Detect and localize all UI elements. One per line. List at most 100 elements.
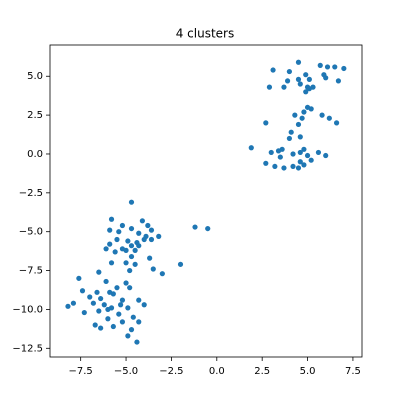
point [277, 154, 283, 160]
point [76, 275, 82, 281]
point [306, 86, 312, 92]
point [281, 84, 287, 90]
point [290, 163, 296, 170]
x-tick-label: −7.5 [69, 366, 93, 377]
point [268, 149, 274, 156]
point [116, 229, 122, 235]
point [87, 294, 93, 300]
point [127, 285, 133, 291]
point [128, 199, 135, 205]
y-tick-label: −10.0 [12, 304, 43, 315]
point [290, 151, 296, 157]
point [119, 222, 126, 229]
point [81, 309, 87, 316]
point [96, 269, 102, 275]
point [79, 288, 86, 294]
point [125, 305, 131, 311]
point [103, 246, 109, 252]
point [304, 152, 311, 159]
point [297, 149, 303, 156]
point [319, 112, 325, 118]
point [119, 319, 126, 325]
point [114, 236, 120, 243]
y-tick-label: 5.0 [27, 71, 43, 82]
point [123, 247, 129, 253]
y-tick-label: −5.0 [19, 227, 43, 238]
point [288, 129, 294, 135]
point [105, 316, 111, 322]
point [119, 297, 126, 303]
point [128, 243, 135, 249]
point [105, 306, 111, 313]
point [96, 308, 102, 314]
point [116, 311, 122, 317]
x-tick-label: 7.5 [345, 366, 361, 377]
point [248, 145, 254, 151]
point [130, 314, 136, 320]
point [139, 218, 145, 224]
point [270, 67, 276, 73]
point [335, 78, 342, 84]
point [65, 303, 71, 309]
y-tick-label: 2.5 [27, 110, 43, 121]
point [123, 260, 129, 266]
y-tick-label: −12.5 [12, 343, 43, 354]
point [132, 247, 138, 253]
point [110, 323, 116, 330]
point [94, 289, 100, 295]
point [306, 76, 312, 82]
point [297, 81, 303, 87]
point [125, 238, 131, 244]
point [341, 65, 347, 72]
point [263, 120, 269, 126]
point [295, 121, 302, 128]
point [136, 297, 142, 303]
point [286, 135, 292, 142]
y-tick-label: −2.5 [19, 188, 43, 199]
point [263, 160, 269, 166]
point [332, 64, 338, 70]
point [112, 249, 118, 255]
point [127, 267, 133, 274]
point [177, 261, 184, 267]
plot-frame [49, 44, 363, 358]
point [150, 266, 156, 272]
point [159, 271, 165, 277]
x-tick-label: 5.0 [300, 366, 316, 377]
y-tick-label: 0.0 [27, 149, 43, 160]
point [324, 64, 331, 70]
point [303, 72, 309, 78]
point [128, 225, 135, 232]
point [70, 300, 77, 306]
point [279, 146, 285, 152]
point [108, 260, 115, 266]
point [326, 115, 332, 121]
point [286, 68, 292, 75]
point [301, 162, 307, 168]
point [110, 291, 116, 297]
point [297, 159, 303, 165]
point [108, 216, 115, 222]
point [141, 236, 147, 243]
point [103, 278, 109, 285]
point [323, 152, 329, 159]
point [98, 295, 104, 302]
chart-title: 4 clusters [176, 27, 235, 41]
point [128, 253, 135, 260]
point [145, 222, 151, 229]
point [128, 327, 135, 333]
point [136, 230, 142, 236]
point [98, 325, 104, 331]
point [92, 322, 98, 328]
point [317, 62, 323, 68]
point [297, 134, 303, 140]
point [301, 109, 307, 115]
point [284, 78, 291, 84]
point [292, 112, 298, 118]
point [101, 302, 107, 308]
point [148, 236, 155, 243]
point [266, 84, 273, 90]
point [315, 149, 322, 156]
x-tick-label: 0.0 [209, 366, 225, 377]
point [299, 115, 305, 121]
